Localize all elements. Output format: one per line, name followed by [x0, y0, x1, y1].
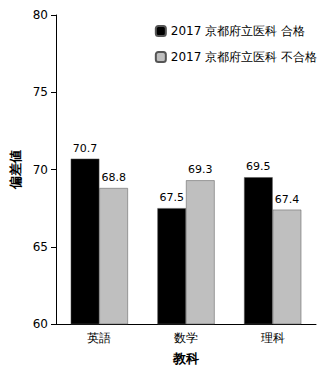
svg-text:67.5: 67.5 — [159, 191, 184, 204]
svg-text:68.8: 68.8 — [101, 171, 126, 184]
svg-text:69.3: 69.3 — [188, 163, 213, 176]
svg-text:理科: 理科 — [261, 331, 285, 345]
svg-text:数学: 数学 — [174, 331, 198, 345]
svg-text:67.4: 67.4 — [275, 193, 300, 206]
svg-text:70: 70 — [33, 163, 48, 177]
svg-text:70.7: 70.7 — [73, 142, 98, 155]
svg-text:65: 65 — [33, 240, 48, 254]
svg-text:69.5: 69.5 — [246, 160, 271, 173]
svg-text:60: 60 — [33, 317, 48, 331]
svg-text:80: 80 — [33, 8, 48, 22]
svg-text:2017 京都府立医科 不合格: 2017 京都府立医科 不合格 — [171, 50, 317, 64]
svg-text:75: 75 — [33, 85, 48, 99]
svg-text:英語: 英語 — [87, 331, 111, 345]
svg-text:2017 京都府立医科 合格: 2017 京都府立医科 合格 — [171, 24, 305, 38]
svg-text:偏差値: 偏差値 — [8, 150, 23, 190]
svg-text:教科: 教科 — [172, 351, 199, 366]
